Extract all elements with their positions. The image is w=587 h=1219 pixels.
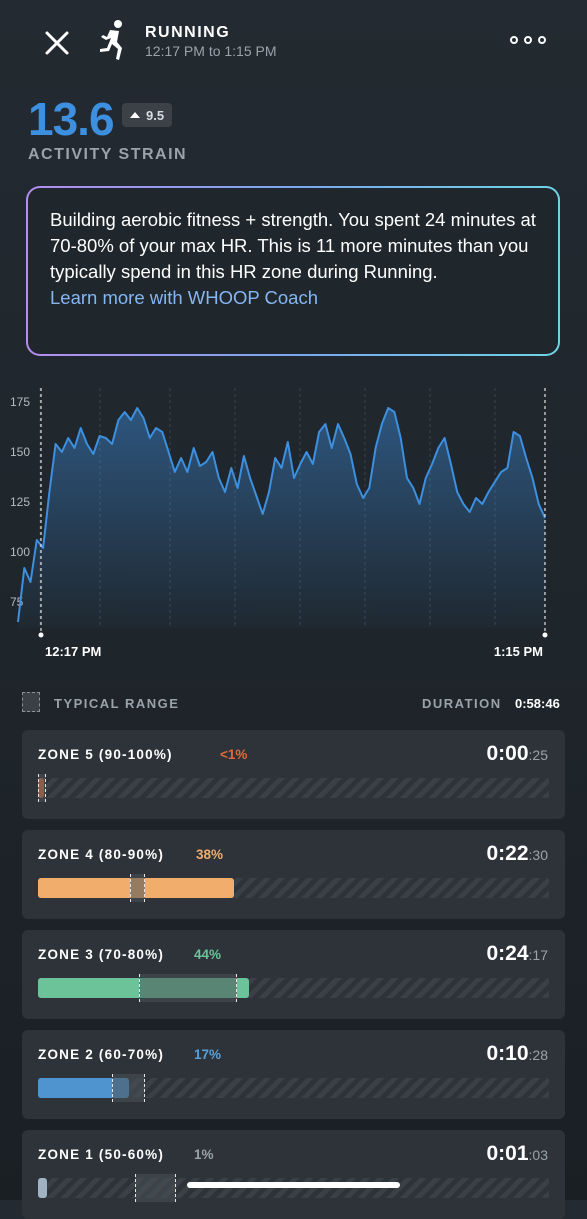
activity-time-range: 12:17 PM to 1:15 PM [145,43,277,59]
hr-area [18,408,545,628]
time-marker-dot [38,632,44,638]
zone-duration-main: 0:22 [486,842,529,865]
zone-duration-seconds: :30 [528,847,548,863]
zone-card[interactable]: ZONE 1 (50-60%) 1% 0:01:03 [22,1130,565,1219]
close-icon [45,31,69,55]
typical-range-label: TYPICAL RANGE [54,696,180,711]
strain-badge-value: 9.5 [146,107,165,123]
zone-bar-track [38,1074,549,1102]
strain-label: ACTIVITY STRAIN [28,146,188,163]
chart-y-tick-label: 100 [10,545,30,559]
coach-link[interactable]: Learn more with WHOOP Coach [50,287,319,308]
chart-x-time-label: 12:17 PM [45,644,101,659]
zone-duration: 0:24:17 [487,942,549,966]
zone-duration-main: 0:01 [486,1142,529,1165]
chart-y-tick-label: 175 [10,395,30,409]
zone-card[interactable]: ZONE 2 (60-70%) 17% 0:10:28 [22,1030,565,1119]
home-indicator[interactable] [187,1182,400,1188]
zone-typical-range [38,774,46,802]
zone-duration-seconds: :17 [528,947,548,963]
zone-bar-fill [38,1078,129,1098]
zone-name: ZONE 1 (50-60%) [38,1147,165,1162]
zone-card[interactable]: ZONE 3 (70-80%) 44% 0:24:17 [22,930,565,1019]
time-marker-dot [542,632,548,638]
zone-name: ZONE 5 (90-100%) [38,747,173,762]
more-options-button[interactable] [510,36,550,48]
zone-typical-range [129,874,146,902]
more-dot-icon [510,36,518,44]
running-icon [92,18,132,62]
zone-duration-main: 0:00 [486,742,529,765]
zone-percent: 44% [194,947,222,962]
chart-y-tick-label: 150 [10,445,30,459]
zone-percent: 17% [194,1047,222,1062]
zone-card[interactable]: ZONE 4 (80-90%) 38% 0:22:30 [22,830,565,919]
zone-percent: 38% [196,847,224,862]
zone-duration-seconds: :25 [528,747,548,763]
zone-duration-seconds: :28 [528,1047,548,1063]
zone-duration-seconds: :03 [528,1147,548,1163]
chart-x-time-label: 1:15 PM [494,644,543,659]
more-dot-icon [538,36,546,44]
zone-bar-track [38,774,549,802]
duration-value: 0:58:46 [515,696,560,711]
up-arrow-icon [130,112,140,118]
duration-label: DURATION [422,696,502,711]
zone-duration: 0:10:28 [487,1042,549,1066]
zone-bar-track [38,974,549,1002]
zone-bar-fill [38,1178,47,1198]
zone-typical-range [135,1174,176,1202]
strain-badge: 9.5 [122,103,173,127]
activity-title: RUNNING [145,24,231,41]
zone-typical-range [112,1074,146,1102]
zone-typical-range [138,974,238,1002]
close-button[interactable] [40,26,74,60]
chart-y-tick-label: 125 [10,495,30,509]
zone-duration-main: 0:10 [486,1042,529,1065]
zone-duration: 0:01:03 [487,1142,549,1166]
zone-name: ZONE 4 (80-90%) [38,847,165,862]
zone-name: ZONE 3 (70-80%) [38,947,165,962]
zone-percent: 1% [194,1147,214,1162]
zone-duration: 0:22:30 [487,842,549,866]
coach-insight-text: Building aerobic fitness + strength. You… [50,209,536,282]
hr-line [17,407,546,623]
coach-insight-card: Building aerobic fitness + strength. You… [26,186,560,356]
zone-card[interactable]: ZONE 5 (90-100%) <1% 0:00:25 [22,730,565,819]
strain-value: 13.6 [28,93,115,145]
zone-percent: <1% [220,747,248,762]
zone-bar-track [38,1174,549,1202]
zone-duration: 0:00:25 [487,742,549,766]
typical-range-swatch [22,692,40,712]
zone-duration-main: 0:24 [486,942,529,965]
zone-bar-track [38,874,549,902]
more-dot-icon [524,36,532,44]
zone-name: ZONE 2 (60-70%) [38,1047,165,1062]
